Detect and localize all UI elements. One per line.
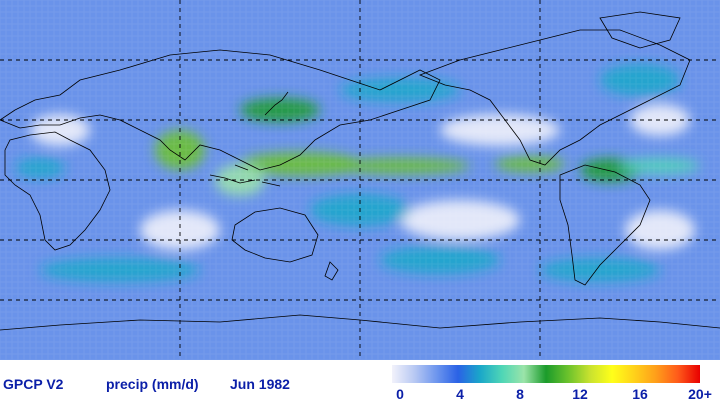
australia-coastline <box>231 207 319 263</box>
japan-coastline <box>264 91 289 116</box>
precipitation-map <box>0 0 720 360</box>
eurasia-coastline <box>0 49 441 171</box>
colorbar-tick-2: 8 <box>516 386 524 402</box>
colorbar-tick-0: 0 <box>396 386 404 402</box>
colorbar <box>392 365 700 383</box>
colorbar-tick-4: 16 <box>632 386 648 402</box>
colorbar-tick-3: 12 <box>572 386 588 402</box>
period-label: Jun 1982 <box>230 376 290 392</box>
africa-coastline <box>4 131 111 251</box>
graticule <box>0 0 720 360</box>
new-zealand-coastline <box>324 261 339 281</box>
variable-label: precip (mm/d) <box>106 376 199 392</box>
colorbar-tick-1: 4 <box>456 386 464 402</box>
coastlines <box>0 11 720 331</box>
dataset-label: GPCP V2 <box>3 376 64 392</box>
colorbar-tick-5: 20+ <box>688 386 712 402</box>
greenland-coastline <box>599 11 681 49</box>
south-america-coastline <box>559 164 651 286</box>
maritime-continent-coastline <box>209 164 281 187</box>
